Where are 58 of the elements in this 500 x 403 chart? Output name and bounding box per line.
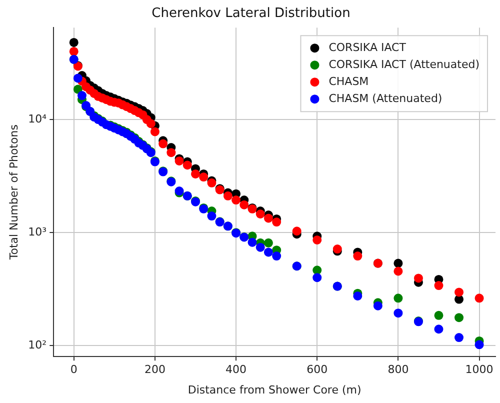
point [264,238,273,248]
point [272,252,282,261]
point [434,310,444,320]
y-tick-label: 10² [28,338,47,352]
point [434,281,444,290]
point [207,212,216,221]
x-tick-label: 400 [226,363,247,376]
point [232,196,241,205]
x-tick-label: 800 [388,363,409,376]
legend-label: CORSIKA IACT [328,40,406,54]
x-tick-label: 0 [70,363,78,376]
x-tick-label: 200 [144,363,166,376]
point [394,294,403,303]
point [166,148,176,158]
point [394,258,403,268]
point [223,191,232,200]
point [312,235,322,244]
point [454,313,464,322]
point [373,301,382,310]
point [454,333,464,342]
point [264,248,273,257]
point [394,266,403,276]
point [199,172,208,182]
point [353,291,362,300]
point [256,209,265,218]
y-axis-title: Total Number of Photons [7,124,20,261]
point [312,273,322,282]
point [256,242,265,252]
point [353,252,362,261]
x-tick-label: 600 [306,363,328,376]
point [77,91,86,100]
point [474,294,484,303]
legend-label: CHASM (Attenuated) [328,92,442,105]
point [158,139,168,148]
point [73,74,82,83]
point [69,38,78,47]
point [454,288,464,297]
point [69,46,78,56]
x-axis-title: Distance from Shower Core (m) [188,383,362,396]
point [240,200,249,210]
point [394,308,403,318]
point [182,160,192,170]
point [272,218,282,227]
chart-title: Cherenkov Lateral Distribution [152,6,350,22]
legend-label: CORSIKA IACT (Attenuated) [328,58,480,71]
legend-label: CHASM [328,74,369,88]
point [292,226,302,236]
x-tick-label: 1000 [465,363,494,376]
point [414,274,423,283]
point [474,340,484,350]
y-tick-label: 10³ [28,225,47,238]
point [146,119,156,128]
point [248,238,257,247]
point [434,324,444,334]
point [191,169,200,178]
y-tick-label: 10⁴ [28,112,48,126]
point [150,127,160,136]
point [264,214,273,223]
